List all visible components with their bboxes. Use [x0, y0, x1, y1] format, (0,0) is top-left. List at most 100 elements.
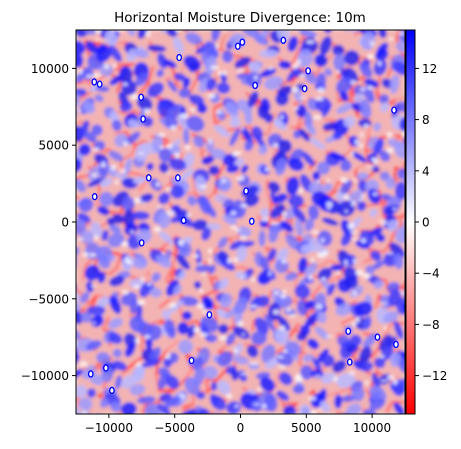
- convergence-line: [64, 247, 65, 255]
- neutral-patch: [400, 290, 405, 296]
- divergence-cell: [264, 314, 275, 332]
- neutral-patch: [192, 253, 200, 259]
- divergence-cell: [78, 197, 94, 213]
- divergence-cell: [112, 348, 122, 358]
- neutral-patch: [352, 258, 357, 264]
- neutral-patch: [257, 387, 262, 392]
- divergence-cell: [97, 295, 110, 309]
- divergence-cell: [307, 97, 319, 111]
- divergence-cell: [415, 94, 432, 110]
- divergence-cell: [192, 219, 208, 231]
- divergence-cell: [208, 264, 216, 275]
- neutral-patch: [199, 185, 208, 189]
- neutral-patch: [392, 379, 398, 385]
- divergence-cell: [330, 264, 344, 272]
- convergence-line: [391, 430, 399, 435]
- neutral-patch: [314, 375, 322, 378]
- divergence-cell: [340, 179, 353, 195]
- divergence-cell: [421, 331, 443, 353]
- convergence-line: [417, 95, 419, 112]
- neutral-patch: [159, 145, 164, 150]
- neutral-patch: [312, 115, 322, 120]
- neutral-patch: [367, 85, 373, 90]
- cell-core: [239, 38, 246, 46]
- divergence-cell: [193, 367, 205, 386]
- divergence-cell: [264, 113, 274, 123]
- neutral-patch: [155, 181, 160, 187]
- divergence-cell: [383, 311, 399, 323]
- neutral-patch: [235, 404, 239, 409]
- y-axis: −10000 −5000 0 5000 10000: [21, 62, 76, 383]
- divergence-cell: [259, 377, 276, 392]
- neutral-patch: [236, 68, 245, 74]
- divergence-cell: [177, 113, 190, 131]
- neutral-patch: [336, 270, 341, 276]
- divergence-cell: [158, 231, 175, 245]
- neutral-patch: [299, 96, 308, 100]
- neutral-patch: [322, 250, 329, 257]
- neutral-patch: [386, 132, 393, 139]
- divergence-cell: [76, 354, 80, 367]
- cell-core: [109, 386, 115, 395]
- divergence-cell: [76, 150, 84, 164]
- divergence-cell: [321, 217, 339, 226]
- neutral-patch: [166, 353, 171, 360]
- divergence-cell: [158, 147, 173, 163]
- neutral-patch: [344, 209, 349, 213]
- neutral-patch: [358, 199, 364, 202]
- convergence-line: [62, 196, 75, 201]
- divergence-cell: [393, 253, 404, 270]
- divergence-cell: [417, 79, 436, 95]
- convergence-line: [134, 140, 145, 147]
- divergence-cell: [392, 436, 403, 447]
- divergence-cell: [417, 339, 429, 351]
- divergence-cell: [259, 207, 270, 218]
- divergence-cell: [353, 301, 373, 317]
- divergence-cell: [373, 122, 382, 132]
- divergence-cell: [185, 32, 203, 45]
- neutral-patch: [360, 194, 365, 198]
- convergence-line: [158, 388, 175, 393]
- neutral-patch: [280, 294, 287, 299]
- neutral-patch: [104, 63, 109, 70]
- neutral-patch: [291, 63, 299, 70]
- divergence-cell: [222, 153, 238, 166]
- divergence-cell: [108, 45, 123, 63]
- cell-core: [176, 53, 183, 62]
- neutral-patch: [92, 147, 100, 152]
- divergence-cell: [321, 102, 332, 118]
- neutral-patch: [310, 410, 318, 414]
- divergence-cell: [211, 30, 221, 42]
- convergence-line: [166, 139, 170, 144]
- neutral-patch: [296, 59, 301, 65]
- divergence-cell: [107, 232, 125, 248]
- divergence-cell: [369, 398, 386, 411]
- neutral-patch: [298, 187, 303, 194]
- divergence-cell: [91, 124, 103, 136]
- neutral-patch: [377, 60, 382, 67]
- colorbar-tick-label: 0: [422, 216, 430, 230]
- neutral-patch: [326, 207, 332, 210]
- divergence-cell: [109, 224, 122, 234]
- divergence-cell: [166, 30, 178, 37]
- divergence-cell: [343, 115, 356, 128]
- divergence-cell: [306, 124, 317, 136]
- cell-core: [96, 80, 103, 88]
- convergence-line: [312, 52, 315, 55]
- divergence-cell: [217, 380, 231, 395]
- cell-core: [87, 370, 94, 378]
- neutral-patch: [272, 143, 279, 148]
- divergence-cell: [369, 208, 378, 217]
- neutral-patch: [281, 259, 287, 264]
- neutral-patch: [179, 394, 186, 398]
- divergence-cell: [167, 80, 178, 93]
- divergence-cell: [234, 56, 251, 69]
- convergence-line: [102, 328, 109, 333]
- y-tick-label: 5000: [38, 139, 69, 153]
- divergence-cell: [258, 230, 266, 247]
- divergence-cell: [413, 285, 433, 305]
- neutral-patch: [121, 241, 129, 247]
- divergence-cell: [144, 403, 161, 414]
- divergence-cell: [402, 303, 405, 315]
- neutral-patch: [274, 388, 278, 392]
